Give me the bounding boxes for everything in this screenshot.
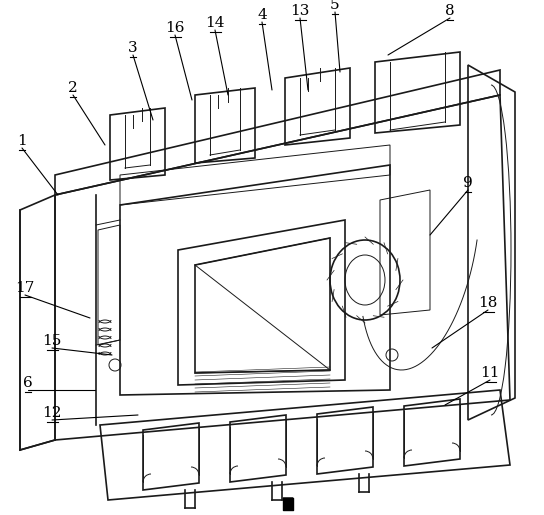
Text: 18: 18 <box>478 296 498 310</box>
Text: 5: 5 <box>330 0 340 12</box>
Text: 12: 12 <box>42 406 62 420</box>
Text: 14: 14 <box>205 16 225 30</box>
Text: 16: 16 <box>165 21 185 35</box>
Text: 8: 8 <box>445 4 455 18</box>
Text: 4: 4 <box>257 8 267 22</box>
Text: 17: 17 <box>15 281 35 295</box>
Text: 15: 15 <box>42 334 61 348</box>
Text: 13: 13 <box>290 4 310 18</box>
Polygon shape <box>283 498 293 510</box>
Text: 9: 9 <box>463 176 473 190</box>
Text: 3: 3 <box>128 41 138 55</box>
Text: 6: 6 <box>23 376 33 390</box>
Text: 2: 2 <box>68 81 78 95</box>
Text: 11: 11 <box>480 366 500 380</box>
Text: 1: 1 <box>17 134 27 148</box>
